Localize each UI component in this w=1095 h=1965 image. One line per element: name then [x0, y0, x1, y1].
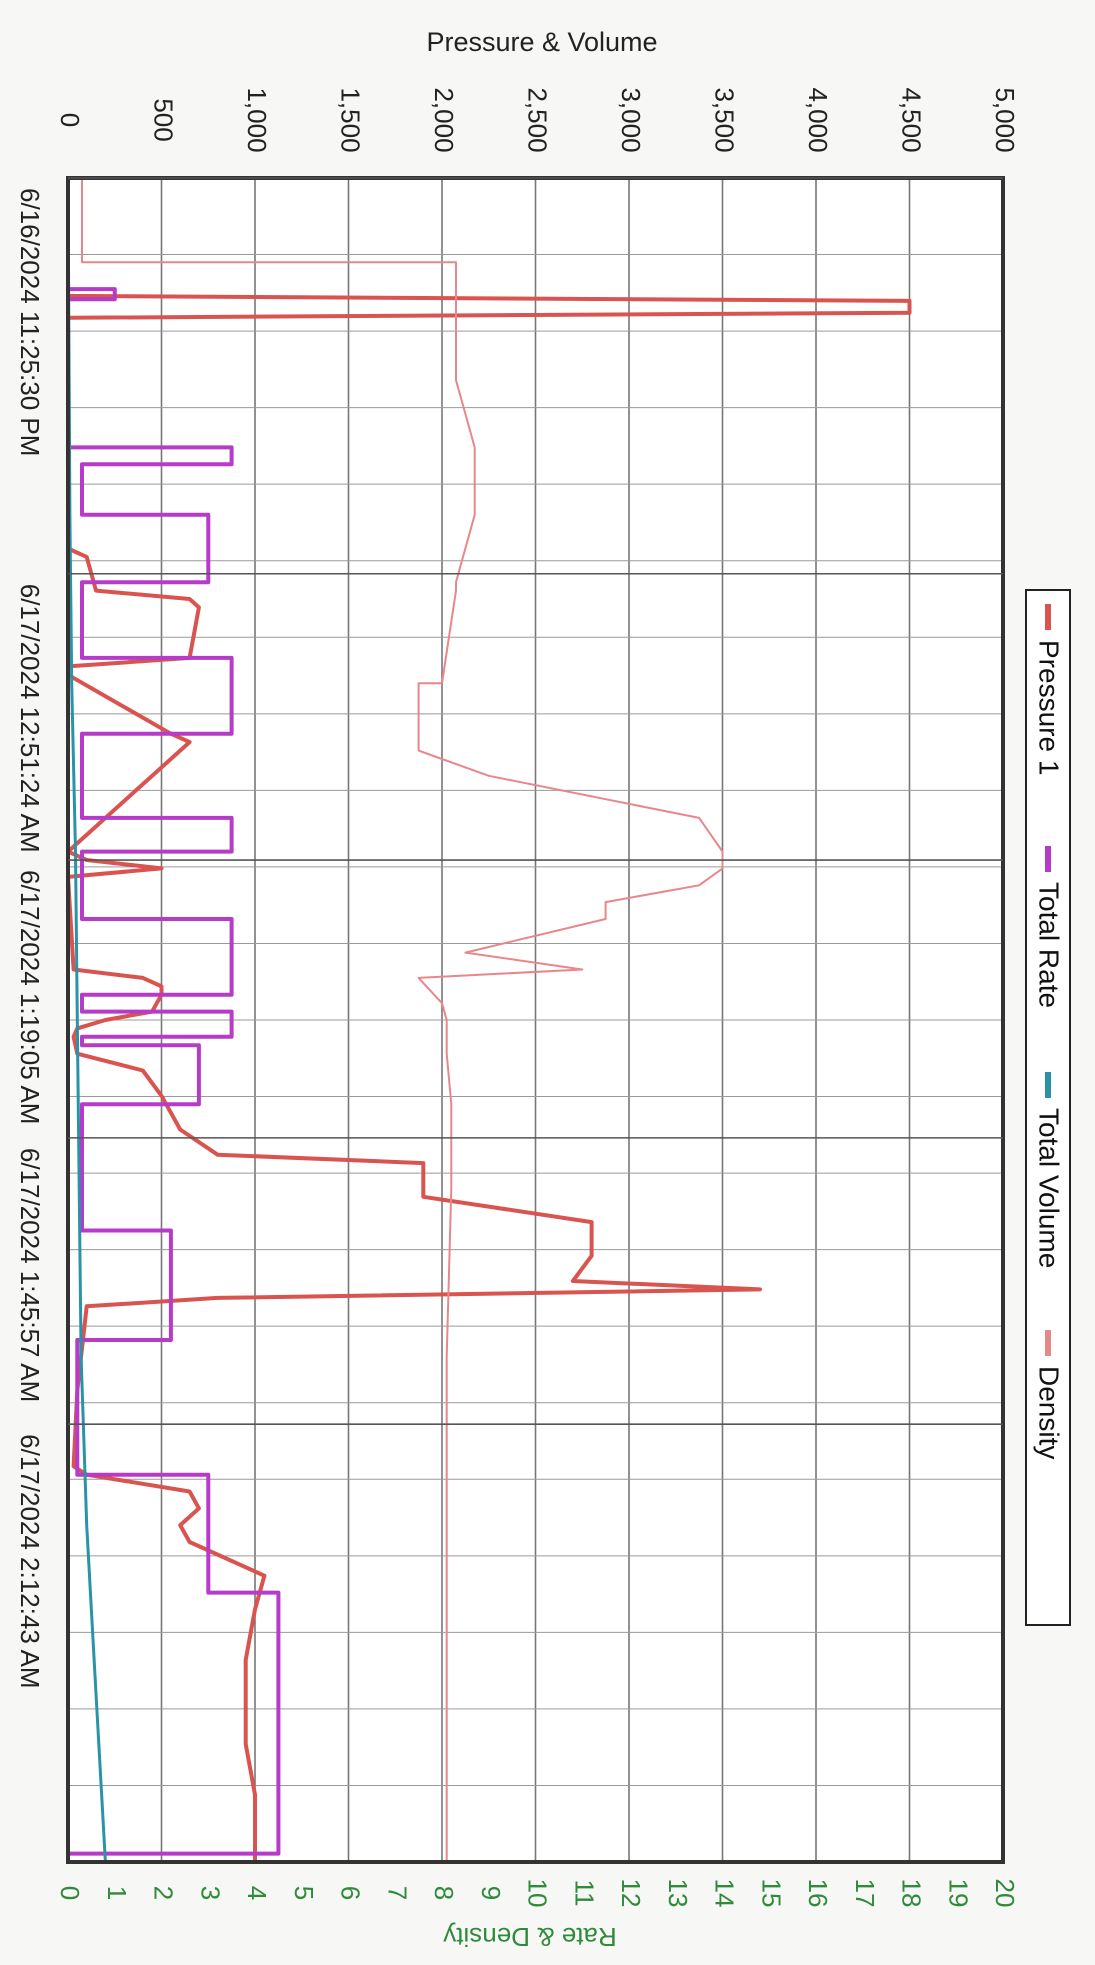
time-tick-label: 6/17/2024 12:51:24 AM: [15, 584, 45, 853]
secondary-tick-label: 6: [336, 1886, 366, 1900]
legend-label: Total Volume: [1034, 1108, 1065, 1268]
series-line-total-volume: [66, 176, 107, 1864]
primary-tick-label: 2,000: [429, 87, 459, 152]
secondary-tick-label: 8: [429, 1886, 459, 1900]
secondary-axis-title: Rate & Density: [443, 1922, 616, 1952]
primary-tick-label: 1,000: [242, 87, 272, 152]
secondary-tick-label: 3: [195, 1886, 225, 1900]
primary-tick-label: 3,500: [710, 87, 740, 152]
legend: Pressure 1 Total Rate Total Volume Density: [1025, 589, 1071, 1626]
primary-tick-label: 1,500: [336, 87, 366, 152]
secondary-tick-label: 1: [102, 1886, 132, 1900]
legend-box: [1025, 589, 1071, 1626]
time-tick-label: 6/17/2024 1:19:05 AM: [15, 870, 45, 1124]
secondary-tick-label: 0: [55, 1886, 85, 1900]
legend-label: Pressure 1: [1034, 640, 1065, 775]
secondary-tick-label: 7: [382, 1886, 412, 1900]
series-line-total-rate: [66, 176, 281, 1856]
primary-tick-label: 3,000: [616, 87, 646, 152]
primary-tick-label: 5,000: [990, 87, 1020, 152]
primary-axis-title: Pressure & Volume: [426, 27, 657, 57]
legend-label: Density: [1034, 1366, 1065, 1459]
secondary-tick-label: 10: [523, 1879, 553, 1908]
secondary-tick-label: 9: [476, 1886, 506, 1900]
primary-tick-label: 0: [55, 113, 85, 127]
secondary-tick-label: 17: [850, 1879, 880, 1908]
secondary-tick-label: 5: [289, 1886, 319, 1900]
secondary-tick-label: 16: [803, 1879, 833, 1908]
secondary-tick-label: 19: [943, 1879, 973, 1908]
secondary-tick-label: 12: [616, 1879, 646, 1908]
primary-tick-label: 2,500: [523, 87, 553, 152]
secondary-tick-label: 18: [897, 1879, 927, 1908]
secondary-tick-label: 20: [990, 1879, 1020, 1908]
secondary-tick-label: 11: [569, 1880, 599, 1907]
secondary-tick-label: 4: [242, 1886, 272, 1900]
legend-label: Total Rate: [1034, 882, 1065, 1008]
time-tick-label: 6/17/2024 1:45:57 AM: [15, 1148, 45, 1402]
time-tick-label: 6/16/2024 11:25:30 PM: [15, 188, 45, 456]
secondary-tick-label: 13: [663, 1879, 693, 1908]
secondary-tick-label: 14: [710, 1879, 740, 1908]
time-tick-label: 6/17/2024 2:12:43 AM: [15, 1434, 45, 1688]
primary-tick-label: 4,000: [803, 87, 833, 152]
secondary-tick-label: 15: [756, 1879, 786, 1908]
secondary-tick-label: 2: [149, 1886, 179, 1900]
primary-tick-label: 500: [149, 98, 179, 141]
series-line-pressure-1: [66, 176, 912, 1864]
primary-tick-label: 4,500: [897, 87, 927, 152]
